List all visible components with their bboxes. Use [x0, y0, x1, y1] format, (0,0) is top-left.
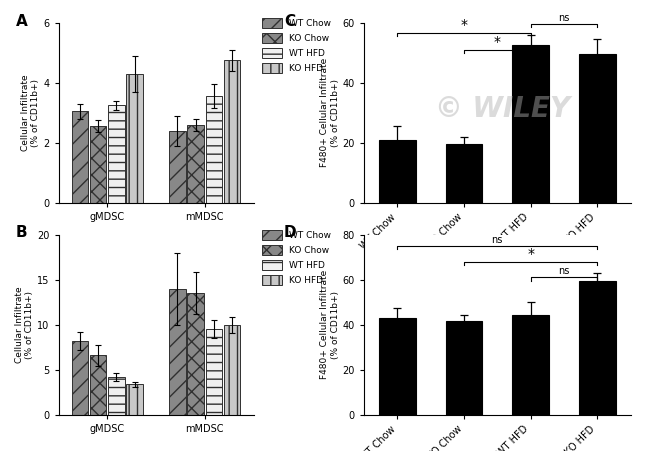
Bar: [72, 111, 88, 203]
Bar: [108, 105, 125, 203]
Bar: [224, 325, 240, 415]
Bar: [72, 341, 88, 415]
Text: *: *: [527, 247, 534, 261]
Bar: [446, 321, 482, 415]
Bar: [512, 315, 549, 415]
Bar: [169, 289, 185, 415]
Text: D: D: [284, 226, 296, 240]
Y-axis label: Cellular Infiltrate
(% of CD11b+): Cellular Infiltrate (% of CD11b+): [15, 286, 34, 363]
Legend: WT Chow, KO Chow, WT HFD, KO HFD: WT Chow, KO Chow, WT HFD, KO HFD: [262, 18, 331, 74]
Bar: [90, 355, 107, 415]
Text: *: *: [494, 35, 500, 49]
Text: ns: ns: [558, 13, 569, 23]
Text: ns: ns: [491, 235, 503, 245]
Bar: [169, 131, 185, 203]
Legend: WT Chow, KO Chow, WT HFD, KO HFD: WT Chow, KO Chow, WT HFD, KO HFD: [262, 230, 331, 285]
Bar: [205, 329, 222, 415]
Text: © WILEY: © WILEY: [435, 95, 570, 123]
Bar: [579, 54, 616, 203]
Bar: [579, 281, 616, 415]
Y-axis label: Cellular Infiltrate
(% of CD11b+): Cellular Infiltrate (% of CD11b+): [21, 74, 40, 151]
Y-axis label: F480+ Cellular Infiltrate
(% of CD11b+): F480+ Cellular Infiltrate (% of CD11b+): [320, 270, 340, 379]
Y-axis label: F480+ Cellular Infiltrate
(% of CD11b+): F480+ Cellular Infiltrate (% of CD11b+): [320, 58, 340, 167]
Bar: [446, 144, 482, 203]
Bar: [90, 126, 107, 203]
Bar: [205, 96, 222, 203]
Bar: [224, 60, 240, 203]
Bar: [108, 377, 125, 415]
Bar: [512, 45, 549, 203]
Text: C: C: [284, 14, 295, 28]
Bar: [187, 293, 204, 415]
Bar: [379, 318, 415, 415]
Bar: [379, 140, 415, 203]
Bar: [127, 384, 143, 415]
Text: B: B: [16, 226, 27, 240]
Text: *: *: [460, 18, 467, 32]
Bar: [187, 125, 204, 203]
Text: A: A: [16, 14, 27, 28]
Text: ns: ns: [558, 267, 569, 276]
Bar: [127, 74, 143, 203]
